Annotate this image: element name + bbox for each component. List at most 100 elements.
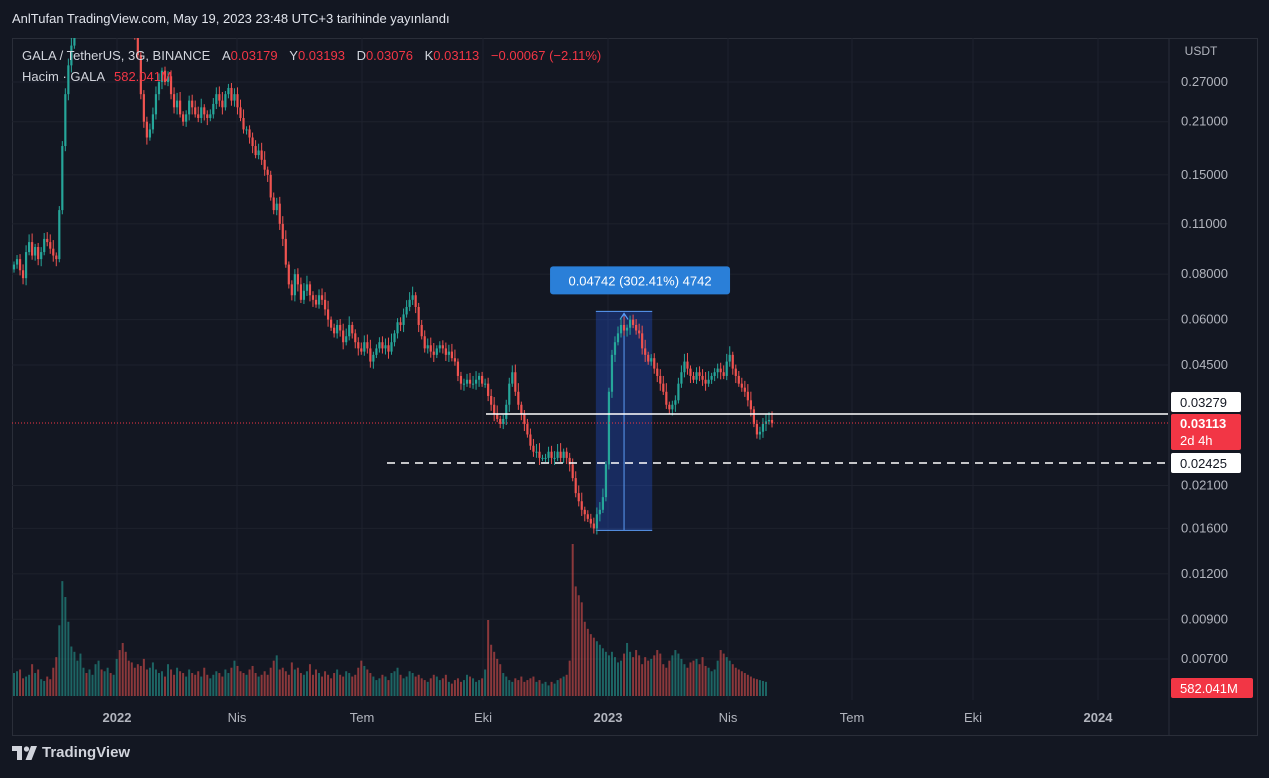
candle-body xyxy=(218,94,221,101)
volume-bar xyxy=(620,660,623,696)
candle-body xyxy=(514,372,517,392)
candle-body xyxy=(351,324,354,334)
candle-body xyxy=(61,146,64,211)
legend-symbol[interactable]: GALA / TetherUS, 3G, BINANCE xyxy=(22,48,211,63)
volume-bar xyxy=(88,669,91,696)
candle-body xyxy=(423,336,426,349)
candle-body xyxy=(710,375,713,380)
volume-bar xyxy=(311,674,314,696)
time-axis[interactable]: 2022 Nis Tem Eki 2023 Nis Tem Eki 2024 xyxy=(103,710,1114,725)
candle-body xyxy=(689,368,692,376)
price-axis[interactable]: USDT 0.27000 0.21000 0.15000 0.11000 0.08000 0… xyxy=(1168,38,1253,736)
volume-bar xyxy=(764,681,767,696)
candle-body xyxy=(749,400,752,410)
volume-bar xyxy=(692,660,695,696)
horizontal-lines[interactable] xyxy=(12,413,1168,464)
candle-body xyxy=(707,379,710,384)
volume-bar xyxy=(414,676,417,696)
volume-bar xyxy=(556,680,559,696)
volume-bar xyxy=(755,679,758,696)
volume-bar xyxy=(58,625,61,696)
candle-body xyxy=(556,451,559,458)
time-axis-label: 2022 xyxy=(103,710,132,725)
candle-body xyxy=(746,391,749,401)
candle-body xyxy=(248,129,251,138)
candle-body xyxy=(619,324,623,334)
candle-body xyxy=(656,368,659,376)
volume-bar xyxy=(668,660,671,696)
volume-bar xyxy=(574,586,577,696)
legend-volume-label[interactable]: Hacim · GALA xyxy=(22,69,105,84)
volume-bar xyxy=(333,673,336,696)
candle-body xyxy=(169,76,173,95)
volume-bar xyxy=(369,673,372,696)
candle-body xyxy=(520,404,523,415)
candle-body xyxy=(236,94,239,108)
candlestick-chart[interactable]: 0.04742 (302.41%) 4742 USDT 0.27000 0.2100… xyxy=(12,38,1258,736)
volume-bar xyxy=(496,658,499,696)
candle-body xyxy=(172,94,176,108)
candle-body xyxy=(188,100,191,115)
volume-bar xyxy=(324,671,327,696)
tradingview-logo[interactable]: TradingView xyxy=(12,744,130,761)
volume-bar xyxy=(456,678,459,696)
volume-bar xyxy=(626,642,629,696)
time-axis-label: Nis xyxy=(228,710,247,725)
time-axis-label: 2024 xyxy=(1084,710,1114,725)
volume-bar xyxy=(278,669,281,696)
volume-bar xyxy=(209,678,212,696)
volume-bar xyxy=(728,660,731,696)
volume-bar xyxy=(523,681,526,696)
volume-bar xyxy=(623,653,626,696)
legend-close-value: 0.03113 xyxy=(433,48,480,63)
time-axis-label: Eki xyxy=(964,710,982,725)
legend-ohlc-row: GALA / TetherUS, 3G, BINANCE A0.03179 Y0… xyxy=(22,45,601,66)
candle-body xyxy=(242,117,245,130)
volume-bar xyxy=(52,667,55,696)
candle-body xyxy=(604,464,608,498)
volume-bar xyxy=(348,673,351,696)
candle-body xyxy=(215,94,218,104)
candle-body xyxy=(145,121,148,138)
candle-body xyxy=(254,146,257,156)
candle-body xyxy=(136,38,139,56)
candle-body xyxy=(284,238,287,265)
candle-body xyxy=(302,290,306,300)
volume-bar xyxy=(109,673,112,696)
candle-body xyxy=(363,342,366,352)
volume-bar xyxy=(315,669,317,696)
volume-bar xyxy=(194,674,197,696)
last-price-value: 0.03113 xyxy=(1180,416,1226,431)
volume-bar xyxy=(43,680,46,696)
candle-body xyxy=(481,375,484,384)
candle-body xyxy=(758,431,762,435)
volume-bar xyxy=(399,674,402,696)
candle-body xyxy=(574,478,577,494)
legend-high-value: 0.03193 xyxy=(297,48,345,63)
volume-bar xyxy=(290,662,293,696)
volume-bar xyxy=(734,667,737,696)
candle-body xyxy=(70,45,73,66)
volume-bar xyxy=(206,674,209,696)
volume-bar xyxy=(429,678,432,696)
candle-body xyxy=(493,404,496,415)
candle-body xyxy=(179,100,182,115)
candle-body xyxy=(233,94,236,101)
candle-body xyxy=(384,345,387,349)
candle-body xyxy=(37,247,40,260)
volume-bar xyxy=(526,680,529,696)
volume-bar xyxy=(698,664,701,696)
volume-bar xyxy=(731,664,734,696)
price-range-measure[interactable]: 0.04742 (302.41%) 4742 xyxy=(550,266,731,531)
legend-open-label: A xyxy=(221,48,231,63)
candle-body xyxy=(625,327,629,331)
candle-body xyxy=(369,348,372,362)
legend-volume-value: 582.041M xyxy=(113,69,172,84)
volume-bar xyxy=(154,669,157,696)
volume-bar xyxy=(260,674,263,696)
volume-bar xyxy=(508,680,511,696)
price-tick-label: 0.04500 xyxy=(1181,357,1228,372)
volume-bar xyxy=(635,650,638,696)
volume-bar xyxy=(393,671,396,696)
candle-body xyxy=(562,451,565,458)
